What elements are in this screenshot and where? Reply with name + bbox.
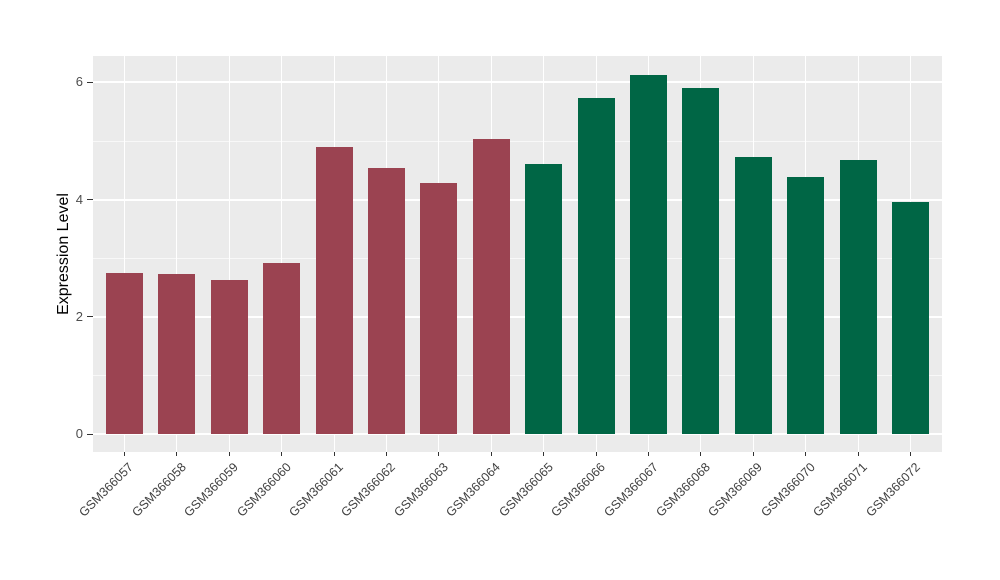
bar-GSM366066 <box>577 98 615 434</box>
bar-GSM366057 <box>105 272 143 434</box>
x-tick-mark-GSM366059 <box>228 452 230 456</box>
x-tick-mark-GSM366060 <box>281 452 283 456</box>
gridline-x-GSM366057 <box>123 56 125 452</box>
x-tick-mark-GSM366063 <box>438 452 440 456</box>
bar-GSM366063 <box>420 183 458 434</box>
y-tick-label-0: 0 <box>75 426 83 441</box>
gridline-x-GSM366058 <box>176 56 178 452</box>
x-tick-mark-GSM366058 <box>176 452 178 456</box>
bar-GSM366067 <box>630 75 668 434</box>
x-tick-mark-GSM366062 <box>385 452 387 456</box>
bar-GSM366065 <box>525 164 563 434</box>
bar-GSM366058 <box>158 274 196 434</box>
gridline-major-y6 <box>93 81 942 84</box>
bar-GSM366064 <box>472 138 510 434</box>
bar-GSM366071 <box>839 159 877 434</box>
x-tick-mark-GSM366064 <box>490 452 492 456</box>
gridline-x-GSM366060 <box>281 56 283 452</box>
x-tick-mark-GSM366070 <box>805 452 807 456</box>
x-tick-mark-GSM366067 <box>648 452 650 456</box>
bar-GSM366059 <box>210 279 248 434</box>
y-tick-mark-6 <box>87 81 93 83</box>
x-tick-mark-GSM366068 <box>700 452 702 456</box>
y-tick-mark-0 <box>87 433 93 435</box>
x-tick-mark-GSM366065 <box>543 452 545 456</box>
x-tick-mark-GSM366061 <box>333 452 335 456</box>
gridline-major-y4 <box>93 198 942 201</box>
gridline-minor-y3 <box>93 257 942 259</box>
gridline-minor-y1 <box>93 374 942 376</box>
x-tick-mark-GSM366069 <box>752 452 754 456</box>
x-tick-mark-GSM366072 <box>910 452 912 456</box>
bar-GSM366070 <box>787 177 825 434</box>
x-tick-mark-GSM366066 <box>595 452 597 456</box>
y-tick-label-2: 2 <box>75 308 83 324</box>
bar-GSM366069 <box>734 157 772 434</box>
bar-GSM366068 <box>682 88 720 434</box>
y-tick-mark-4 <box>87 199 93 201</box>
bar-GSM366060 <box>263 262 301 434</box>
gridline-major-y2 <box>93 315 942 318</box>
x-tick-mark-GSM366057 <box>123 452 125 456</box>
y-tick-mark-2 <box>87 316 93 318</box>
gridline-major-y0 <box>93 433 942 435</box>
x-tick-mark-GSM366071 <box>857 452 859 456</box>
gridline-minor-y5 <box>93 140 942 142</box>
y-axis-title: Expression Level <box>55 193 72 315</box>
y-tick-label-6: 6 <box>75 74 83 90</box>
bar-GSM366072 <box>892 201 930 434</box>
y-tick-label-4: 4 <box>75 191 83 207</box>
bar-GSM366061 <box>315 147 353 434</box>
gridline-x-GSM366059 <box>228 56 230 452</box>
bar-GSM366062 <box>367 167 405 434</box>
plot-panel <box>93 56 942 452</box>
